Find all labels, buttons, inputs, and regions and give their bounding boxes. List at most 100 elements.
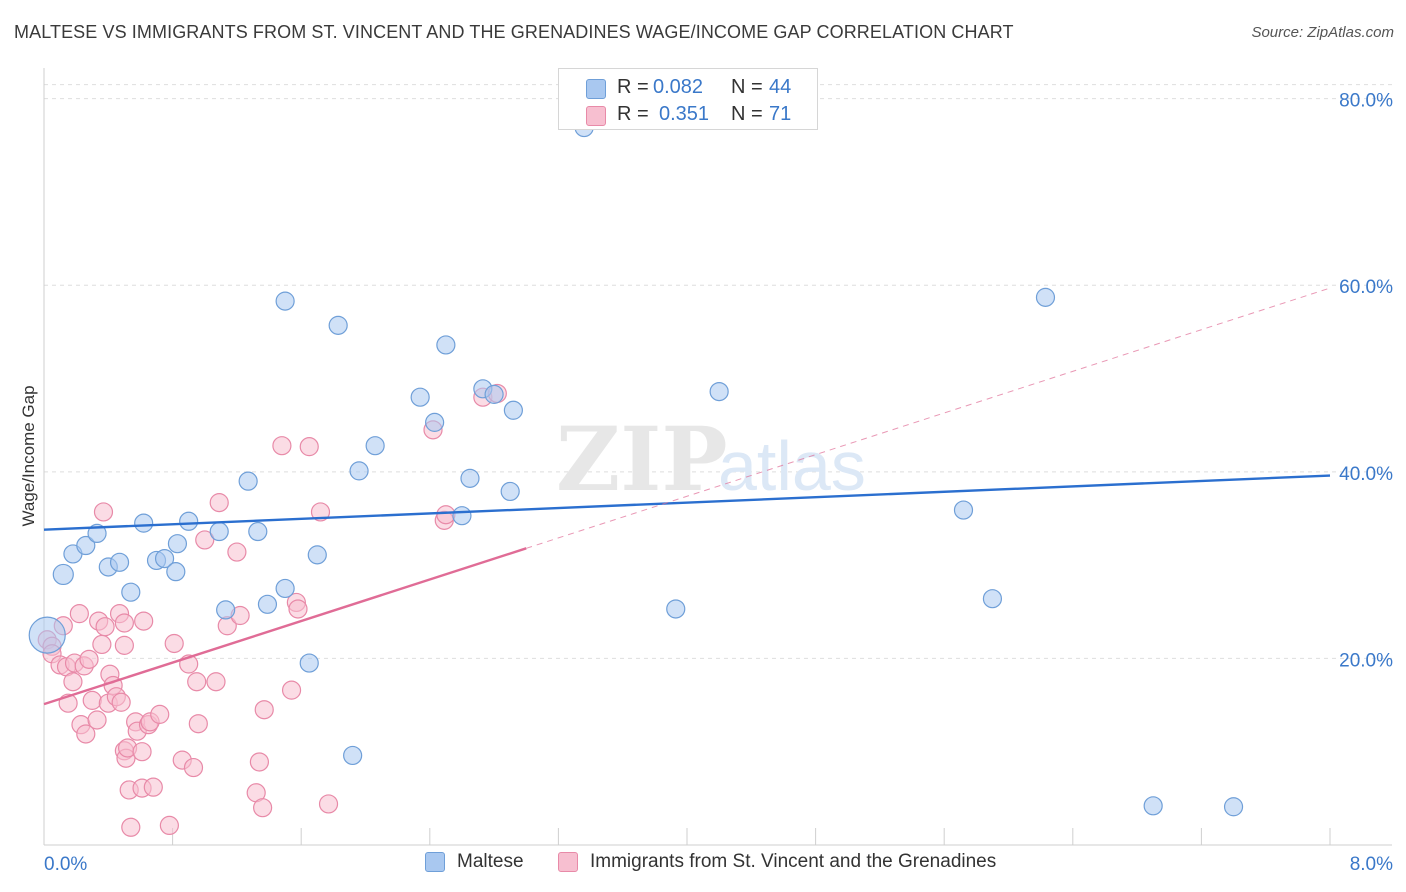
immigrants-point — [299, 437, 319, 457]
maltese-point — [460, 468, 480, 488]
n-value: 71 — [769, 103, 792, 125]
immigrants-point — [121, 817, 141, 837]
immigrants-trend-line — [43, 547, 527, 706]
maltese-point — [109, 552, 130, 572]
maltese-point — [503, 400, 523, 420]
bottom-legend: Maltese Immigrants from St. Vincent and … — [0, 851, 1406, 877]
immigrants-point — [143, 777, 163, 797]
maltese-point — [1143, 796, 1163, 816]
r-value: 0.082 — [653, 76, 704, 98]
immigrants-point — [188, 714, 208, 734]
maltese-point — [216, 600, 236, 620]
immigrants-point — [254, 700, 274, 720]
maltese-point — [257, 594, 278, 614]
maltese-point — [365, 436, 385, 456]
maltese-point — [328, 315, 348, 335]
immigrants-point — [159, 815, 179, 836]
maltese-point — [349, 461, 369, 481]
immigrants-point — [93, 502, 114, 522]
maltese-point — [307, 545, 327, 565]
immigrants-point — [79, 649, 99, 669]
maltese-point — [76, 535, 96, 556]
immigrants-point — [111, 692, 131, 712]
maltese-legend-swatch — [425, 852, 445, 872]
n-label: N = — [731, 103, 763, 125]
immigrants-point — [253, 798, 273, 818]
maltese-point — [134, 513, 154, 533]
maltese-point — [500, 481, 520, 502]
immigrants-point — [92, 634, 112, 655]
chart-title: MALTESE VS IMMIGRANTS FROM ST. VINCENT A… — [14, 22, 1014, 42]
x-tick-label: 8.0% — [1350, 854, 1393, 875]
maltese-point — [121, 582, 141, 602]
immigrants-point — [187, 672, 207, 692]
y-axis-label: Wage/Income Gap — [19, 385, 38, 526]
maltese-point — [52, 563, 74, 586]
r-label: R = — [617, 76, 649, 98]
maltese-point — [154, 548, 175, 569]
immigrants-point — [134, 611, 154, 631]
maltese-point — [238, 471, 258, 491]
maltese-point — [410, 387, 430, 407]
immigrants-trend-extension — [526, 287, 1331, 549]
immigrants-legend-swatch — [558, 852, 578, 872]
immigrants-point — [281, 680, 302, 700]
source-attribution: Source: ZipAtlas.com — [1251, 24, 1394, 41]
r-label: R = — [617, 103, 649, 125]
maltese-point — [953, 500, 974, 520]
stats-legend-box: R = 0.082 N = 44 R = 0.351 N = 71 — [558, 68, 818, 130]
immigrants-point — [288, 599, 308, 619]
stats-row-immigrants: R = 0.351 N = 71 — [559, 103, 817, 129]
immigrants-point — [227, 542, 247, 562]
maltese-point — [709, 381, 729, 402]
immigrants-point — [95, 617, 115, 637]
watermark-zip: ZIP — [556, 407, 728, 511]
immigrants-point — [87, 710, 107, 730]
maltese-point — [299, 653, 319, 673]
immigrants-swatch — [586, 106, 606, 126]
legend-label-immigrants: Immigrants from St. Vincent and the Gren… — [590, 851, 997, 872]
immigrants-point — [114, 613, 134, 633]
legend-label-maltese: Maltese — [457, 851, 524, 872]
maltese-point — [666, 599, 686, 619]
maltese-point — [452, 506, 472, 526]
immigrants-point — [150, 704, 170, 724]
maltese-point — [209, 521, 229, 542]
legend-item-maltese[interactable]: Maltese — [425, 851, 524, 873]
watermark-atlas: atlas — [718, 427, 866, 505]
y-tick-label: 40.0% — [1339, 464, 1393, 485]
maltese-trend-line — [43, 474, 1331, 531]
y-tick-label: 20.0% — [1339, 650, 1393, 671]
maltese-point — [982, 589, 1003, 609]
immigrants-point — [209, 493, 229, 513]
immigrants-point — [114, 635, 134, 655]
maltese-point — [28, 616, 66, 654]
r-value: 0.351 — [659, 103, 710, 125]
maltese-point — [248, 521, 268, 542]
n-value: 44 — [769, 76, 792, 98]
immigrants-point — [63, 672, 83, 692]
immigrants-point — [82, 690, 102, 710]
immigrants-point — [132, 742, 152, 762]
n-label: N = — [731, 76, 763, 98]
maltese-point — [343, 745, 363, 766]
maltese-point — [425, 412, 445, 432]
maltese-point — [484, 384, 504, 404]
immigrants-point — [195, 530, 215, 550]
immigrants-point — [76, 724, 96, 744]
maltese-point — [179, 511, 199, 531]
immigrants-point — [206, 672, 226, 692]
maltese-point — [436, 335, 456, 355]
maltese-point — [167, 534, 188, 554]
maltese-point — [275, 291, 295, 311]
immigrants-point — [183, 757, 204, 778]
legend-item-immigrants[interactable]: Immigrants from St. Vincent and the Gren… — [558, 851, 996, 873]
x-tick-label: 0.0% — [44, 854, 87, 875]
maltese-point — [1223, 797, 1244, 817]
maltese-point — [1035, 287, 1056, 307]
immigrants-point — [164, 633, 184, 654]
immigrants-point — [69, 604, 89, 624]
y-tick-label: 80.0% — [1339, 91, 1393, 112]
stats-row-maltese: R = 0.082 N = 44 — [559, 76, 817, 102]
